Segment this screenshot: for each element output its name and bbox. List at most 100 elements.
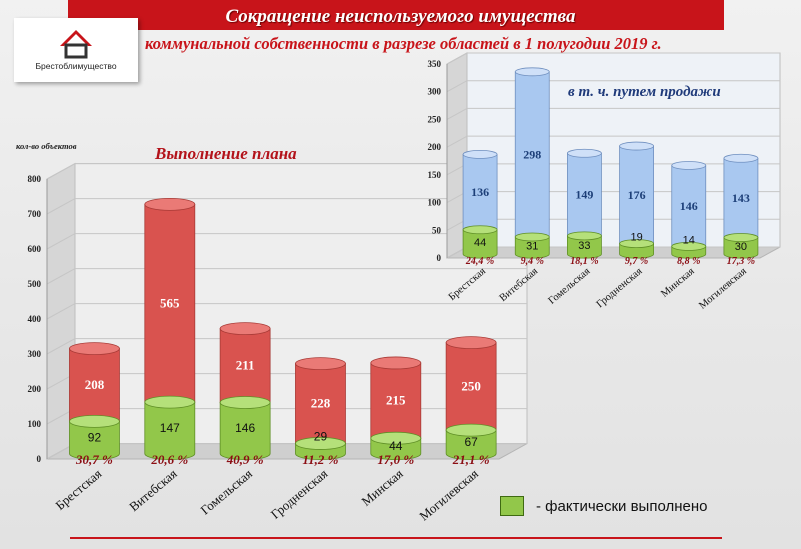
y-tick-label: 100: [428, 198, 442, 208]
data-label-done: 147: [160, 421, 180, 435]
percent-label: 8,8 %: [677, 256, 700, 267]
gridline-side: [446, 52, 468, 65]
bar-base-5: [723, 233, 759, 259]
bar-base-2-body: [219, 402, 271, 460]
percent-label: 24,4 %: [465, 256, 494, 267]
bar-top-1-cap: [144, 198, 196, 211]
data-label-total: 208: [85, 377, 105, 392]
gridline-side: [446, 107, 468, 120]
data-label-done: 44: [389, 439, 403, 453]
bar-top-1: [144, 198, 196, 409]
bar-top-2-cap: [567, 148, 602, 158]
bar-base-0-body: [69, 421, 120, 460]
chart-title: в т. ч. путем продажи: [568, 84, 721, 100]
percent-label: 18,1 %: [570, 256, 598, 267]
data-label-total: 143: [732, 191, 750, 205]
bar-base-0-cap: [69, 415, 120, 428]
bar-top-3-cap: [619, 141, 654, 151]
bar-top-5-cap: [723, 153, 759, 163]
data-label-done: 67: [464, 435, 478, 449]
bar-base-0: [462, 225, 498, 259]
x-tick-label: Брестская: [447, 266, 488, 303]
bar-base-5-cap: [723, 233, 759, 242]
data-label-total: 215: [386, 393, 406, 408]
percent-label: 9,7 %: [625, 256, 648, 267]
data-label-done: 31: [526, 241, 538, 253]
y-tick-label: 300: [28, 349, 42, 359]
gridline-side: [46, 233, 76, 250]
bar-top-0-cap: [462, 149, 498, 159]
percent-label: 9,4 %: [521, 256, 544, 267]
bar-base-1: [514, 232, 550, 259]
bar-base-3-cap: [295, 437, 346, 450]
data-label-done: 33: [578, 240, 590, 252]
percent-label: 17,0 %: [377, 452, 414, 467]
bottom-divider: [70, 537, 722, 539]
percent-label: 11,2 %: [302, 452, 338, 467]
x-tick-label: Могилевская: [697, 266, 749, 312]
x-tick-label: Гомельская: [546, 266, 592, 307]
bar-base-5-body: [723, 237, 759, 259]
y-axis-unit-label: кол-во объектов: [16, 141, 77, 151]
bar-top-2: [219, 322, 271, 409]
house-logo-icon: [60, 30, 92, 59]
bar-base-1-cap: [514, 232, 550, 242]
page-subtitle: коммунальной собственности в разрезе обл…: [145, 34, 662, 53]
bar-base-1-body: [514, 236, 550, 259]
legend-label: - фактически выполнено: [536, 497, 708, 515]
data-label-done: 29: [314, 429, 328, 443]
gridline-side: [46, 198, 76, 215]
data-label-done: 146: [235, 421, 255, 435]
data-label-total: 298: [523, 147, 541, 161]
bar-top-3: [619, 141, 654, 249]
chart-title: Выполнение плана: [154, 144, 297, 163]
bar-top-3: [295, 357, 346, 450]
bar-top-4: [370, 356, 422, 445]
bar-top-0: [69, 342, 120, 428]
bar-base-3: [295, 437, 346, 460]
bar-base-0-cap: [462, 225, 498, 235]
percent-label: 40,9 %: [226, 452, 264, 467]
bar-top-4-cap: [370, 356, 422, 370]
bar-top-1-cap: [514, 67, 550, 77]
y-tick-label: 350: [428, 59, 442, 69]
data-label-done: 19: [630, 232, 642, 244]
data-label-total: 250: [461, 378, 481, 393]
bar-base-5-cap: [445, 423, 497, 437]
logo: Брестоблимущество: [14, 18, 138, 82]
y-tick-label: 400: [28, 314, 42, 324]
y-tick-label: 200: [28, 384, 42, 394]
y-tick-label: 600: [28, 244, 42, 254]
y-tick-label: 800: [28, 174, 42, 184]
bar-base-2-cap: [219, 396, 271, 409]
bar-base-1-body: [144, 401, 196, 460]
bar-top-3-cap: [295, 357, 346, 371]
y-tick-label: 100: [28, 419, 42, 429]
data-label-done: 44: [474, 237, 486, 249]
y-tick-label: 0: [437, 253, 442, 263]
data-label-total: 211: [236, 358, 255, 373]
gridline-side: [46, 338, 76, 355]
percent-label: 30,7 %: [75, 452, 113, 467]
logo-text: Брестоблимущество: [35, 61, 117, 71]
bar-base-4: [671, 241, 707, 259]
y-tick-label: 250: [428, 114, 442, 124]
bar-base-4-cap: [671, 241, 707, 251]
gridline-side: [446, 135, 468, 148]
bar-base-3: [619, 239, 654, 259]
data-label-total: 228: [311, 396, 331, 411]
y-tick-label: 50: [432, 225, 442, 235]
data-label-total: 136: [471, 185, 489, 199]
legend: - фактически выполнено: [500, 496, 707, 516]
bar-base-2: [567, 231, 602, 259]
percent-label: 17,3 %: [727, 256, 755, 267]
bar-top-4-cap: [671, 161, 707, 170]
bar-base-2-cap: [567, 231, 602, 241]
data-label-total: 146: [680, 199, 698, 213]
data-label-done: 14: [683, 234, 695, 246]
bar-top-5-cap: [445, 336, 497, 350]
data-label-total: 565: [160, 295, 180, 310]
bar-base-2: [219, 396, 271, 460]
